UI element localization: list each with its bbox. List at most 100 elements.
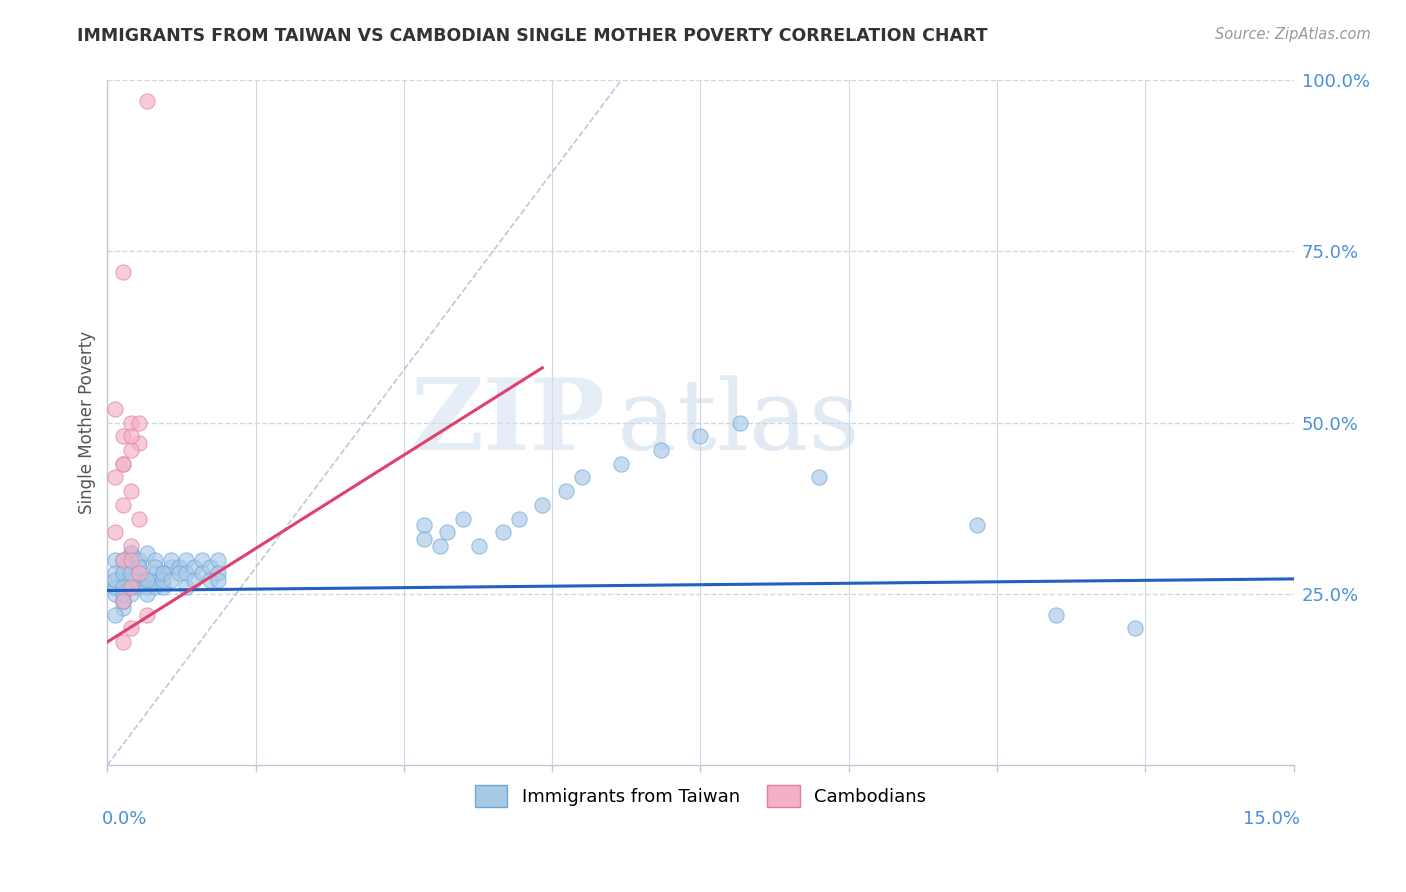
Point — [128, 511, 150, 525]
Point — [152, 566, 174, 581]
Point — [104, 525, 127, 540]
Text: ZIP: ZIP — [411, 374, 606, 471]
Point — [152, 566, 174, 581]
Point — [112, 594, 135, 608]
Text: IMMIGRANTS FROM TAIWAN VS CAMBODIAN SINGLE MOTHER POVERTY CORRELATION CHART: IMMIGRANTS FROM TAIWAN VS CAMBODIAN SING… — [77, 27, 988, 45]
Point — [104, 401, 127, 416]
Point — [112, 566, 135, 581]
Point — [689, 429, 711, 443]
Point — [104, 470, 127, 484]
Text: Source: ZipAtlas.com: Source: ZipAtlas.com — [1215, 27, 1371, 42]
Point — [167, 566, 190, 581]
Point — [120, 580, 142, 594]
Point — [112, 457, 135, 471]
Point — [104, 580, 127, 594]
Point — [135, 546, 157, 560]
Point — [176, 580, 198, 594]
Point — [191, 566, 214, 581]
Point — [104, 574, 127, 588]
Point — [104, 607, 127, 622]
Point — [128, 559, 150, 574]
Point — [412, 518, 434, 533]
Point — [135, 580, 157, 594]
Point — [112, 635, 135, 649]
Point — [1125, 621, 1147, 635]
Point — [120, 566, 142, 581]
Point — [207, 574, 229, 588]
Point — [152, 574, 174, 588]
Point — [112, 498, 135, 512]
Point — [120, 574, 142, 588]
Point — [120, 559, 142, 574]
Point — [112, 580, 135, 594]
Point — [531, 498, 554, 512]
Point — [120, 443, 142, 458]
Point — [650, 443, 672, 458]
Point — [143, 559, 166, 574]
Point — [104, 580, 127, 594]
Point — [112, 600, 135, 615]
Point — [112, 587, 135, 601]
Point — [112, 566, 135, 581]
Point — [207, 552, 229, 566]
Text: 0.0%: 0.0% — [101, 810, 146, 828]
Point — [492, 525, 515, 540]
Point — [808, 470, 831, 484]
Point — [120, 552, 142, 566]
Point — [128, 416, 150, 430]
Point — [183, 559, 205, 574]
Point — [207, 566, 229, 581]
Point — [120, 484, 142, 499]
Point — [120, 559, 142, 574]
Point — [429, 539, 451, 553]
Point — [183, 574, 205, 588]
Point — [167, 559, 190, 574]
Point — [159, 552, 181, 566]
Text: 15.0%: 15.0% — [1243, 810, 1299, 828]
Point — [128, 580, 150, 594]
Point — [159, 574, 181, 588]
Point — [120, 416, 142, 430]
Point — [468, 539, 491, 553]
Point — [120, 587, 142, 601]
Point — [1045, 607, 1067, 622]
Point — [128, 552, 150, 566]
Point — [128, 574, 150, 588]
Point — [176, 552, 198, 566]
Point — [176, 566, 198, 581]
Point — [135, 94, 157, 108]
Point — [120, 546, 142, 560]
Text: atlas: atlas — [617, 375, 860, 471]
Y-axis label: Single Mother Poverty: Single Mother Poverty — [79, 331, 96, 514]
Point — [135, 574, 157, 588]
Point — [112, 552, 135, 566]
Point — [508, 511, 530, 525]
Point — [436, 525, 458, 540]
Point — [112, 457, 135, 471]
Point — [191, 552, 214, 566]
Point — [112, 594, 135, 608]
Point — [728, 416, 751, 430]
Point — [143, 580, 166, 594]
Point — [555, 484, 578, 499]
Point — [112, 552, 135, 566]
Point — [104, 566, 127, 581]
Point — [152, 580, 174, 594]
Point — [143, 552, 166, 566]
Point — [966, 518, 988, 533]
Point — [104, 587, 127, 601]
Point — [112, 594, 135, 608]
Point — [135, 587, 157, 601]
Point — [198, 559, 221, 574]
Point — [120, 621, 142, 635]
Point — [412, 532, 434, 546]
Point — [143, 574, 166, 588]
Point — [120, 580, 142, 594]
Point — [120, 546, 142, 560]
Point — [104, 552, 127, 566]
Point — [128, 436, 150, 450]
Point — [128, 559, 150, 574]
Point — [451, 511, 474, 525]
Point — [159, 559, 181, 574]
Point — [128, 566, 150, 581]
